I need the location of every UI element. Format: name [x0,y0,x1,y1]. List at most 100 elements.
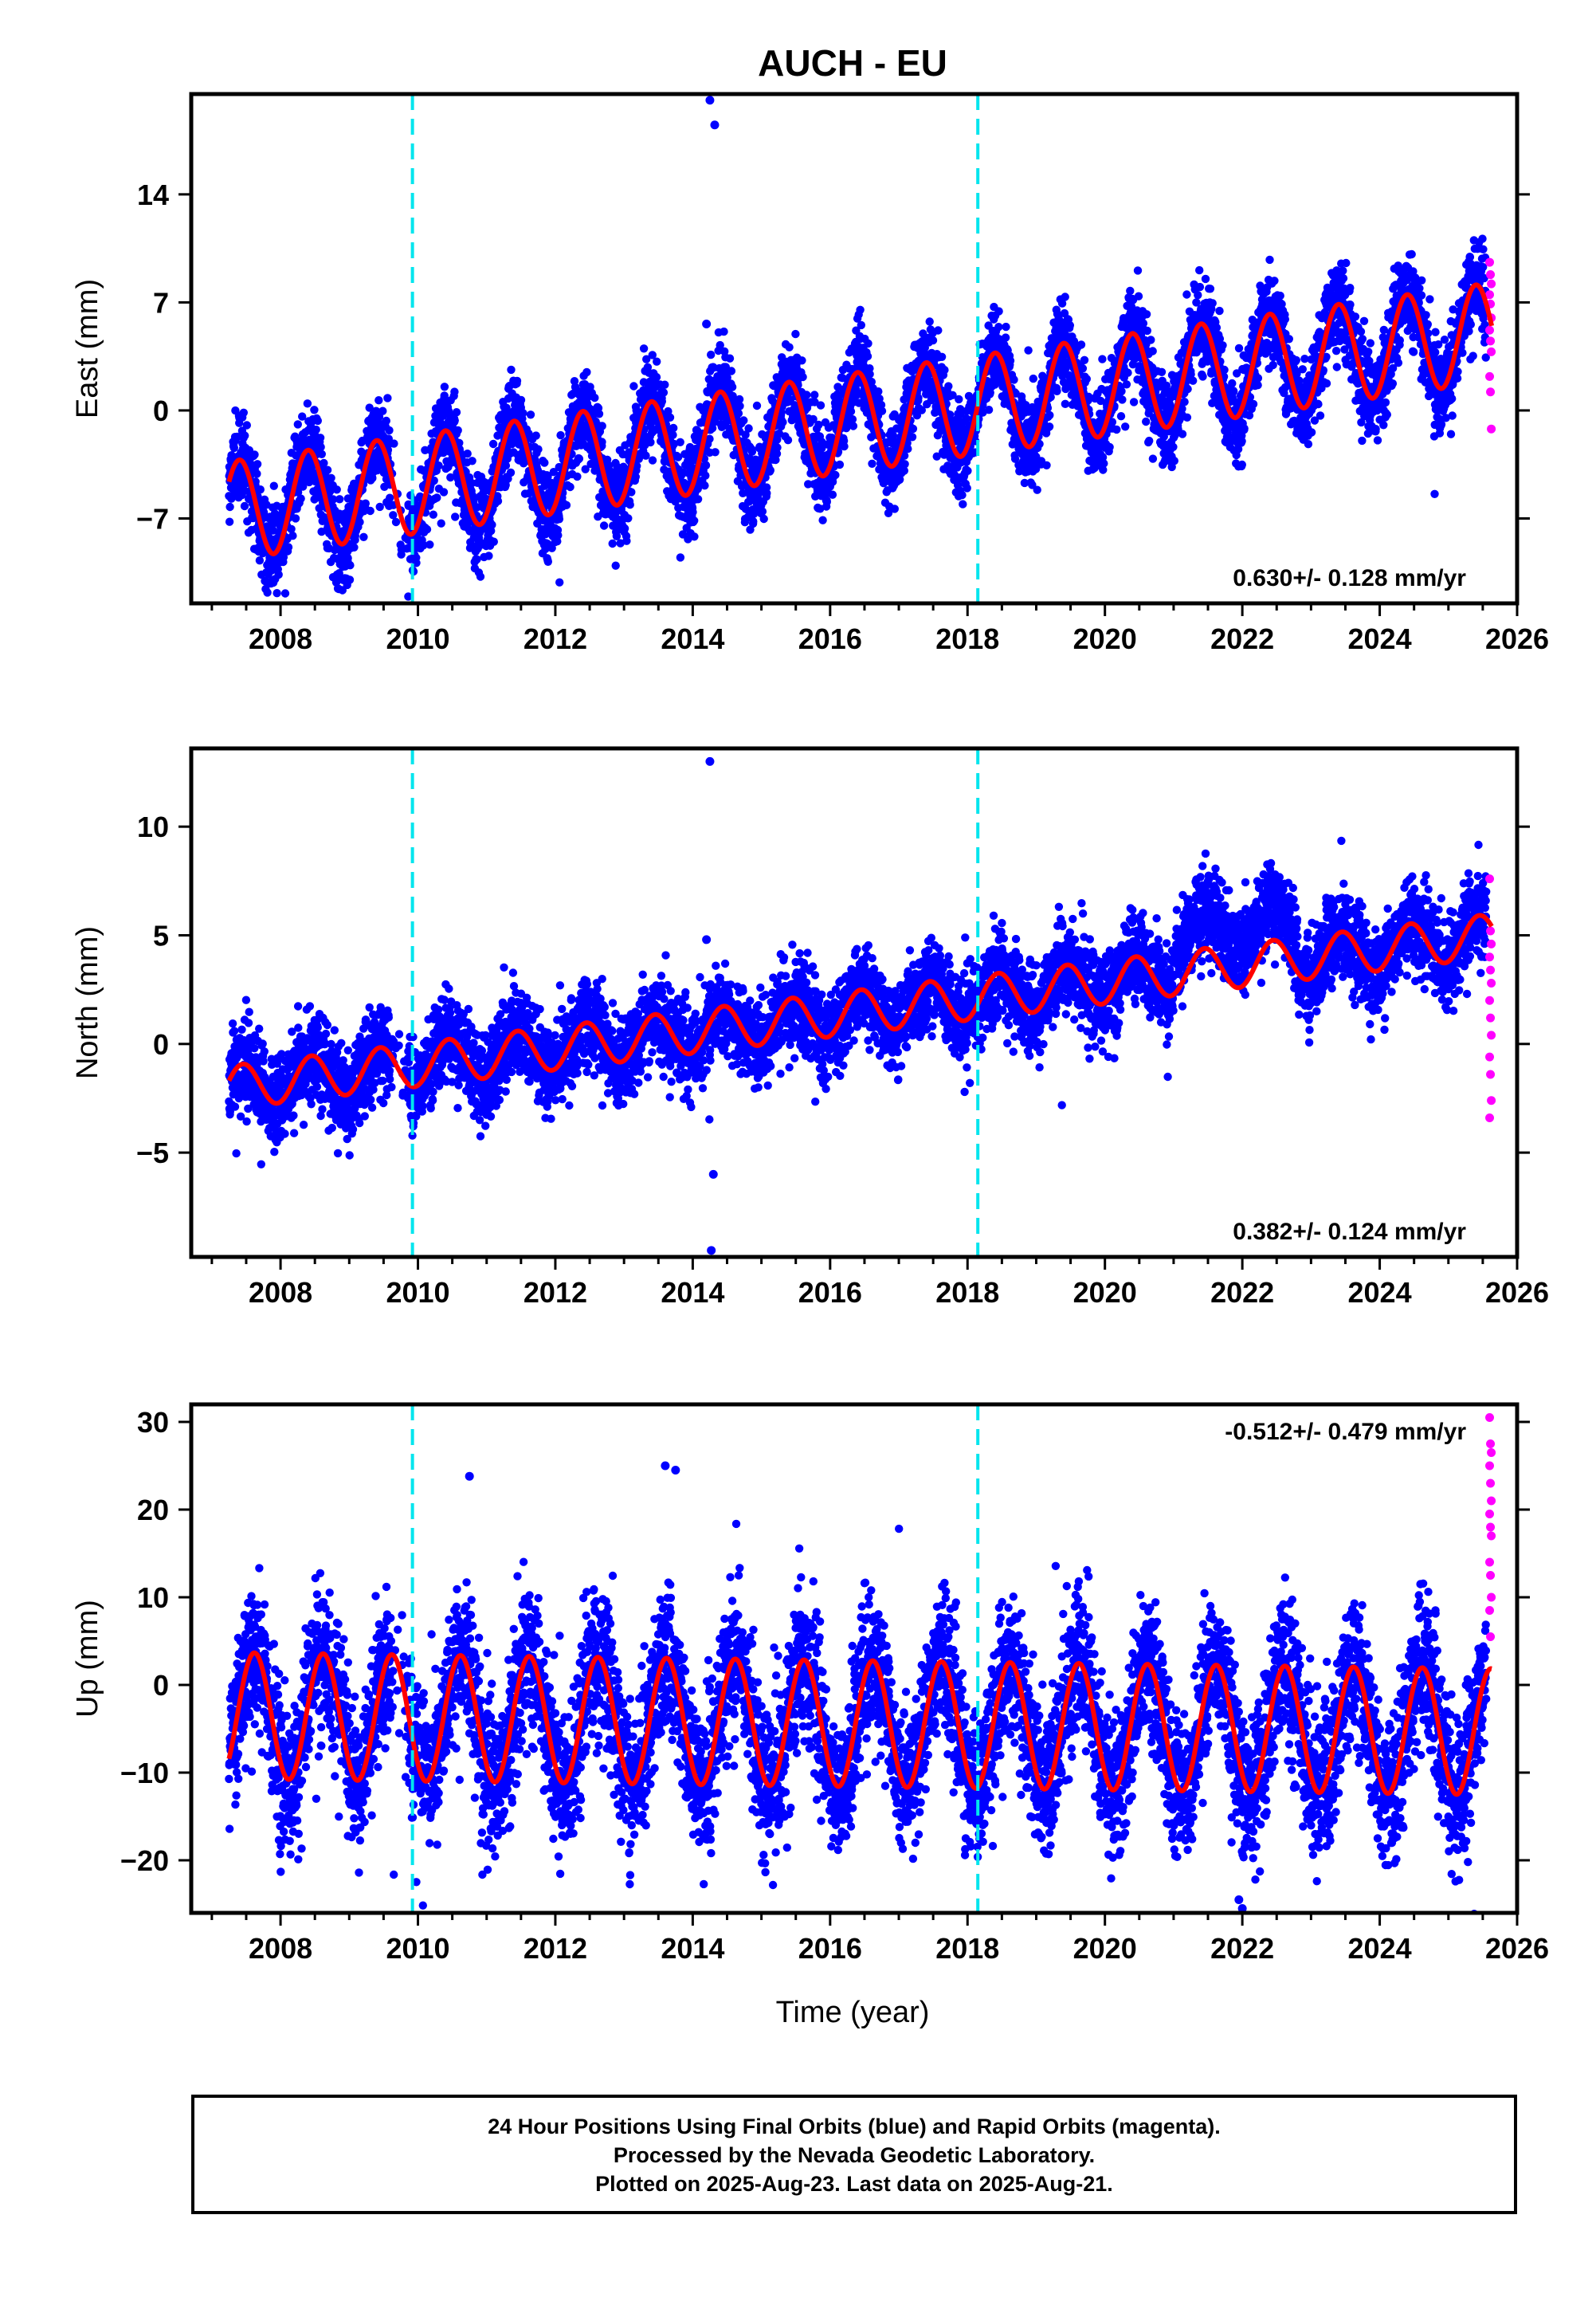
final-orbit-point [310,406,319,414]
final-orbit-point [620,524,629,533]
final-orbit-point [452,408,461,417]
final-orbit-point [611,561,620,570]
final-orbit-point [391,517,401,527]
final-orbit-point [925,317,934,326]
final-orbit-point [758,507,767,516]
final-orbit-point [773,443,782,452]
final-orbit-point [450,416,459,425]
final-orbit-point [346,561,355,570]
final-orbit-point [488,439,498,449]
final-orbit-point [434,461,443,470]
east-final-orbit-points [225,96,1491,620]
final-orbit-point [1001,333,1010,342]
final-orbit-point [928,336,938,345]
final-orbit-point [229,443,238,453]
final-orbit-point [284,543,293,552]
final-orbit-point [669,423,678,433]
final-orbit-point [752,401,762,410]
final-orbit-point [831,470,840,480]
final-orbit-point [711,448,720,457]
final-orbit-point [250,450,259,459]
final-orbit-point [390,439,398,448]
final-orbit-point [343,554,352,563]
final-orbit-point [429,510,437,519]
final-orbit-point [345,575,355,584]
final-orbit-point [908,424,918,434]
final-orbit-point [984,406,994,414]
final-orbit-point [646,438,655,447]
final-orbit-point [313,416,322,426]
final-orbit-point [1122,380,1131,389]
final-orbit-point [386,493,394,502]
final-orbit-point [744,424,753,433]
final-orbit-point [1133,266,1143,275]
final-orbit-point [1121,422,1130,431]
final-orbit-point [798,372,807,382]
final-orbit-point [778,418,787,426]
final-orbit-point [488,520,496,529]
final-orbit-point [412,559,421,567]
final-orbit-point [599,521,609,530]
final-orbit-point [507,365,516,375]
final-orbit-point [555,578,564,587]
final-orbit-point [1029,374,1038,383]
final-orbit-point [598,422,606,430]
final-orbit-point [350,543,359,552]
final-orbit-point [516,395,526,405]
final-orbit-point [573,472,582,481]
final-orbit-point [701,461,711,470]
final-orbit-point [1045,410,1054,420]
final-orbit-point [676,553,685,562]
final-orbit-point [653,357,661,366]
final-orbit-point [840,442,849,451]
final-orbit-point [519,409,527,418]
final-orbit-point [384,434,393,443]
final-orbit-point [1129,398,1139,406]
final-orbit-point [700,481,709,490]
final-orbit-point [701,471,710,480]
final-orbit-point [835,460,845,469]
final-orbit-point [1142,417,1151,426]
final-orbit-point [233,432,241,442]
final-orbit-point [437,519,445,528]
final-orbit-point [1024,346,1033,355]
final-orbit-point [1123,368,1132,377]
final-orbit-point [433,493,441,502]
final-orbit-point [707,350,716,359]
final-orbit-point [798,356,806,365]
final-orbit-point [759,514,768,524]
final-orbit-point [312,425,320,434]
final-orbit-point [355,517,364,527]
final-orbit-point [264,612,272,620]
final-orbit-point [747,447,757,456]
final-orbit-point [612,532,622,540]
final-orbit-point [359,532,368,541]
final-orbit-point [365,403,374,412]
final-orbit-point [1147,336,1155,344]
final-orbit-point [688,508,697,516]
final-orbit-point [1134,292,1143,300]
final-orbit-point [225,517,234,526]
final-orbit-point [1098,355,1107,363]
final-orbit-point [574,454,584,463]
final-orbit-point [629,382,638,391]
final-orbit-point [1118,395,1127,404]
final-orbit-point [1006,356,1015,365]
final-orbit-point [1053,387,1061,395]
final-orbit-point [540,458,549,467]
final-orbit-point [419,541,428,550]
final-orbit-point [865,370,874,379]
final-orbit-point [1148,347,1157,355]
final-orbit-point [648,456,657,465]
final-orbit-point [818,516,827,524]
final-orbit-point [783,436,793,445]
final-orbit-point [725,354,735,363]
final-orbit-point [890,505,900,513]
final-orbit-point [959,500,967,509]
final-orbit-point [262,501,271,509]
final-orbit-point [484,552,493,560]
final-orbit-point [241,431,249,440]
final-orbit-point [652,373,661,382]
final-orbit-point [810,391,819,399]
final-orbit-point [368,473,377,483]
